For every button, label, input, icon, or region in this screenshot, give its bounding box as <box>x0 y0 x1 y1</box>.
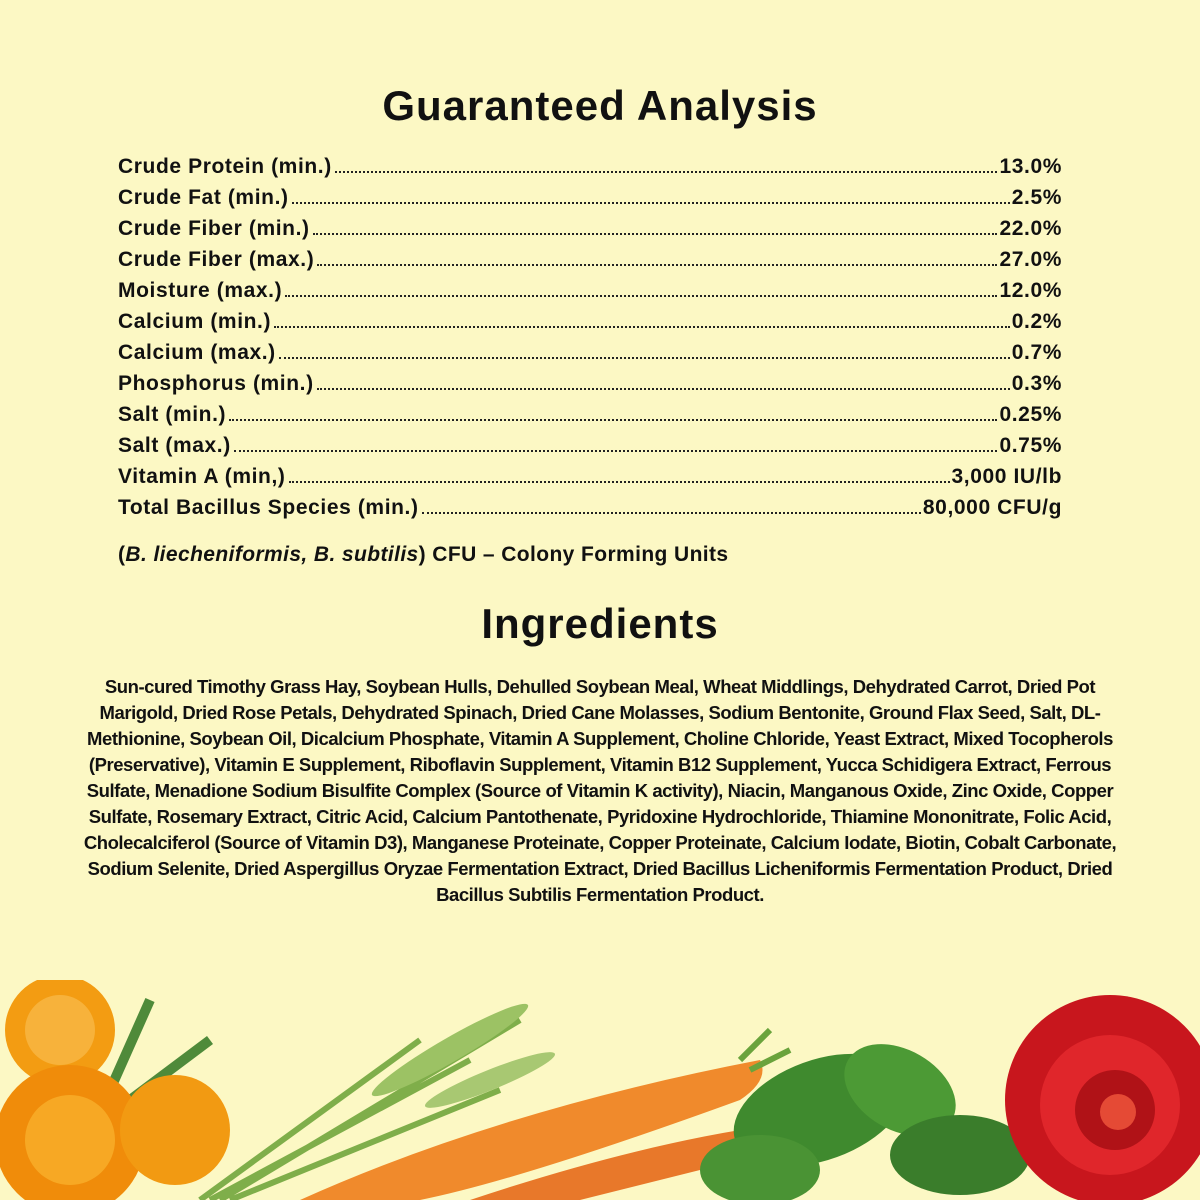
row-value: 27.0% <box>999 248 1062 271</box>
row-value: 0.75% <box>999 434 1062 457</box>
produce-illustration <box>0 980 1200 1200</box>
dot-leader <box>274 326 1010 328</box>
row-label: Calcium (min.) <box>118 310 272 333</box>
analysis-row: Salt (min.) 0.25% <box>118 403 1062 434</box>
timothy-grass-image <box>198 1003 556 1200</box>
row-value: 3,000 IU/lb <box>951 465 1062 488</box>
row-label: Calcium (max.) <box>118 341 276 364</box>
row-label: Crude Fiber (max.) <box>118 248 315 271</box>
dot-leader <box>421 512 921 514</box>
row-value: 0.7% <box>1011 341 1062 364</box>
analysis-table: Crude Protein (min.) 13.0% Crude Fat (min… <box>118 155 1062 527</box>
dot-leader <box>312 233 998 235</box>
row-value: 0.2% <box>1011 310 1062 333</box>
guaranteed-analysis-title: Guaranteed Analysis <box>382 82 818 129</box>
row-label: Salt (min.) <box>118 403 227 426</box>
analysis-row: Salt (max.) 0.75% <box>118 434 1062 465</box>
row-label: Crude Protein (min.) <box>118 155 332 178</box>
row-label: Salt (max.) <box>118 434 231 457</box>
analysis-row: Crude Fiber (max.) 27.0% <box>118 248 1062 279</box>
dot-leader <box>233 450 998 452</box>
row-label: Crude Fat (min.) <box>118 186 289 209</box>
row-label: Phosphorus (min.) <box>118 372 314 395</box>
row-value: 0.3% <box>1011 372 1062 395</box>
cfu-note: (B. liecheniformis, B. subtilis) CFU – C… <box>118 543 729 566</box>
row-value: 0.25% <box>999 403 1062 426</box>
cfu-definition: CFU – Colony Forming Units <box>426 543 729 566</box>
analysis-row: Crude Protein (min.) 13.0% <box>118 155 1062 186</box>
dot-leader <box>229 419 998 421</box>
rose-image <box>1005 995 1200 1200</box>
dot-leader <box>285 295 998 297</box>
ingredients-list: Sun-cured Timothy Grass Hay, Soybean Hul… <box>83 676 1117 905</box>
analysis-row: Crude Fiber (min.) 22.0% <box>118 217 1062 248</box>
row-label: Moisture (max.) <box>118 279 283 302</box>
analysis-row: Total Bacillus Species (min.) 80,000 CFU/… <box>118 496 1062 527</box>
row-value: 13.0% <box>999 155 1062 178</box>
row-label: Vitamin A (min,) <box>118 465 286 488</box>
row-label: Total Bacillus Species (min.) <box>118 496 419 519</box>
dot-leader <box>334 171 998 173</box>
dot-leader <box>291 202 1010 204</box>
row-label: Crude Fiber (min.) <box>118 217 310 240</box>
dot-leader <box>278 357 1010 359</box>
analysis-row: Crude Fat (min.) 2.5% <box>118 186 1062 217</box>
dot-leader <box>317 264 998 266</box>
analysis-row: Phosphorus (min.) 0.3% <box>118 372 1062 403</box>
bacillus-species: B. liecheniformis, B. subtilis <box>125 543 419 566</box>
analysis-row: Calcium (max.) 0.7% <box>118 341 1062 372</box>
row-value: 2.5% <box>1011 186 1062 209</box>
ingredients-title: Ingredients <box>481 600 719 647</box>
carrot-image <box>300 1027 792 1200</box>
row-value: 12.0% <box>999 279 1062 302</box>
analysis-row: Moisture (max.) 12.0% <box>118 279 1062 310</box>
dot-leader <box>316 388 1010 390</box>
analysis-row: Vitamin A (min,) 3,000 IU/lb <box>118 465 1062 496</box>
marigold-image <box>0 980 230 1200</box>
spinach-image <box>700 1044 1030 1200</box>
dot-leader <box>288 481 950 483</box>
row-value: 80,000 CFU/g <box>922 496 1062 519</box>
row-value: 22.0% <box>999 217 1062 240</box>
analysis-row: Calcium (min.) 0.2% <box>118 310 1062 341</box>
